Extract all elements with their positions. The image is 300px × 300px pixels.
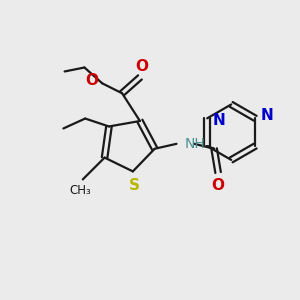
Text: CH₃: CH₃ (69, 184, 91, 197)
Text: N: N (260, 108, 273, 123)
Text: O: O (85, 73, 98, 88)
Text: NH: NH (184, 137, 205, 151)
Text: O: O (212, 178, 225, 193)
Text: N: N (212, 113, 225, 128)
Text: S: S (129, 178, 140, 193)
Text: O: O (135, 59, 148, 74)
